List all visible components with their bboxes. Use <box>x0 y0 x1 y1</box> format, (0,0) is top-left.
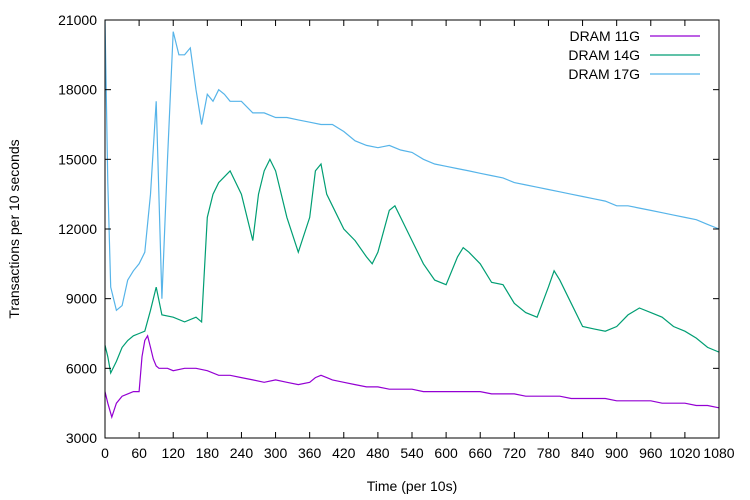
x-tick-label: 300 <box>264 445 288 461</box>
x-tick-label: 780 <box>537 445 561 461</box>
y-axis-label: Transactions per 10 seconds <box>6 139 22 318</box>
x-tick-label: 60 <box>131 445 147 461</box>
x-tick-label: 1020 <box>669 445 700 461</box>
x-tick-label: 120 <box>162 445 186 461</box>
series-line-3 <box>105 20 719 312</box>
series-layer <box>105 20 719 420</box>
y-tick-label: 9000 <box>66 291 97 307</box>
series-line-2 <box>105 157 719 375</box>
y-tick-label: 12000 <box>58 221 97 237</box>
series-line-1 <box>105 334 719 420</box>
x-tick-label: 240 <box>230 445 254 461</box>
x-tick-label: 420 <box>332 445 356 461</box>
x-tick-label: 480 <box>366 445 390 461</box>
legend: DRAM 11G DRAM 14G DRAM 17G <box>568 28 700 82</box>
x-axis-label: Time (per 10s) <box>367 478 458 494</box>
x-tick-label: 180 <box>196 445 220 461</box>
x-tick-label: 960 <box>639 445 663 461</box>
y-tick-label: 15000 <box>58 151 97 167</box>
ticks-layer: 0 60 120 180 240 300 360 420 480 540 600 660 720 780 8… <box>58 12 735 461</box>
y-tick-label: 6000 <box>66 360 97 376</box>
x-tick-label: 360 <box>298 445 322 461</box>
legend-label: DRAM 14G <box>568 47 640 63</box>
x-tick-label: 540 <box>400 445 424 461</box>
x-tick-label: 900 <box>605 445 629 461</box>
legend-label: DRAM 17G <box>568 66 640 82</box>
x-tick-label: 1080 <box>703 445 734 461</box>
y-tick-label: 3000 <box>66 430 97 446</box>
x-tick-label: 660 <box>469 445 493 461</box>
y-tick-label: 18000 <box>58 82 97 98</box>
x-tick-label: 840 <box>571 445 595 461</box>
x-tick-label: 0 <box>101 445 109 461</box>
y-tick-label: 21000 <box>58 12 97 28</box>
plot-frame <box>104 19 720 439</box>
x-tick-label: 720 <box>503 445 527 461</box>
x-tick-label: 600 <box>434 445 458 461</box>
legend-label: DRAM 11G <box>569 28 640 44</box>
